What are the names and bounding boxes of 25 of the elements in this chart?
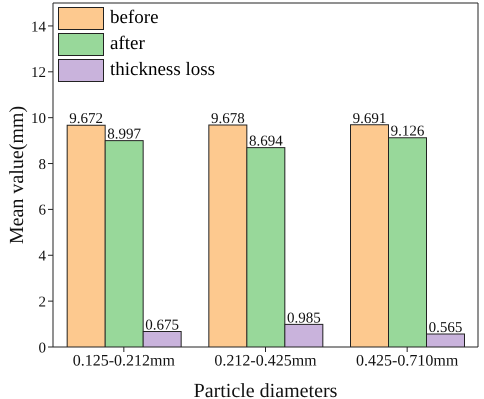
y-tick-label: 0	[38, 340, 46, 356]
y-tick-label: 6	[38, 202, 46, 219]
y-tick-label: 14	[31, 19, 46, 36]
data-label: 0.985	[286, 310, 321, 326]
x-tick-label: 0.212-0.425mm	[214, 352, 318, 370]
y-tick-label: 12	[31, 65, 46, 82]
y-tick-label: 10	[31, 110, 46, 127]
legend-label: before	[110, 7, 159, 29]
y-tick-label: 2	[38, 294, 46, 310]
x-tick-label: 0.425-0.710mm	[356, 352, 459, 370]
data-label: 9.691	[352, 110, 386, 127]
data-label: 0.565	[428, 320, 462, 336]
data-label: 0.675	[145, 318, 180, 334]
legend-label: after	[110, 33, 145, 55]
x-axis-title: Particle diameters	[194, 380, 338, 399]
data-label: 9.672	[69, 111, 104, 128]
y-tick-label: 8	[38, 156, 46, 173]
y-tick-label: 4	[38, 248, 46, 265]
legend-label: thickness loss	[110, 59, 216, 81]
data-label: 8.997	[107, 126, 142, 143]
data-label: 8.694	[248, 134, 284, 150]
y-axis-title: Mean value(mm)	[6, 106, 28, 244]
data-label: 9.678	[210, 111, 245, 128]
data-label: 9.126	[390, 124, 425, 140]
x-tick-label: 0.125-0.212mm	[72, 352, 176, 370]
